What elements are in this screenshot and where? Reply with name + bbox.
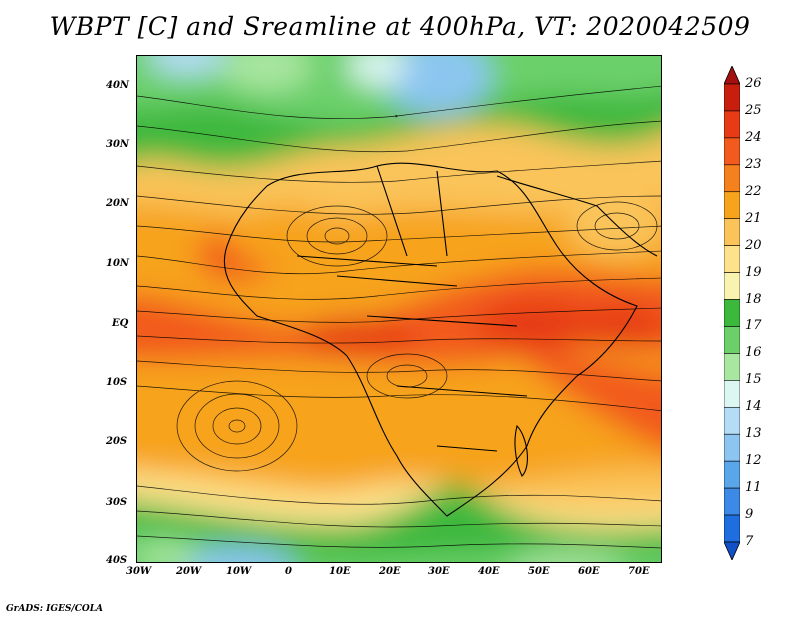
coastlines (223, 162, 658, 517)
colorbar-label: 25 (745, 102, 762, 118)
map-panel[interactable] (136, 55, 662, 563)
colorbar-swatch (724, 433, 740, 462)
colorbar-swatch (724, 514, 740, 543)
colorbar-label: 24 (745, 129, 762, 145)
lon-tick-40e: 40E (478, 566, 500, 577)
temperature-field (137, 56, 661, 562)
colorbar-label: 21 (745, 210, 762, 226)
lat-tick-20n: 20N (106, 198, 130, 209)
colorbar-label: 20 (745, 237, 762, 253)
colorbar-swatch (724, 137, 740, 166)
lat-tick-30n: 30N (106, 139, 130, 150)
lon-tick-50e: 50E (528, 566, 550, 577)
colorbar-label: 19 (745, 264, 762, 280)
colorbar-swatch (724, 191, 740, 220)
colorbar-swatch (724, 110, 740, 139)
lat-tick-40n: 40N (106, 80, 130, 91)
colorbar-swatch (724, 272, 740, 300)
colorbar-label: 23 (745, 156, 762, 172)
lon-tick-20w: 20W (176, 566, 202, 577)
lat-tick-eq: EQ (112, 318, 129, 329)
colorbar-swatch (724, 83, 740, 112)
streamlines (137, 85, 661, 549)
colorbar-label: 12 (745, 453, 762, 469)
colorbar-label: 18 (745, 291, 762, 307)
colorbar-label: 26 (745, 76, 762, 91)
chart-title: WBPT [C] and Sreamline at 400hPa, VT: 20… (49, 12, 751, 41)
colorbar-label: 16 (745, 345, 762, 361)
colorbar-swatch (724, 299, 740, 327)
colorbar-label: 11 (745, 480, 762, 496)
lat-tick-30s: 30S (106, 497, 128, 508)
colorbar-swatch (724, 487, 740, 516)
colorbar-label: 7 (745, 534, 754, 549)
colorbar-swatch (724, 353, 740, 381)
colorbar-swatch (724, 460, 740, 489)
colorbar-label: 15 (745, 372, 762, 388)
colorbar-label: 13 (745, 426, 762, 442)
lon-tick-0: 0 (285, 566, 292, 577)
lon-tick-10e: 10E (329, 566, 351, 577)
lon-tick-10w: 10W (226, 566, 252, 577)
lon-tick-30w: 30W (126, 566, 152, 577)
lat-tick-40s: 40S (106, 555, 128, 566)
colorbar-label: 9 (745, 507, 754, 523)
map-field (137, 56, 661, 562)
lat-tick-20s: 20S (106, 436, 128, 447)
colorbar-top-arrow (724, 66, 740, 85)
colorbar-swatch (724, 218, 740, 246)
lon-tick-20e: 20E (379, 566, 401, 577)
lat-tick-10n: 10N (106, 258, 130, 269)
colorbar-swatch (724, 164, 740, 193)
colorbar-bottom-arrow (724, 541, 740, 560)
colorbar-swatch (724, 326, 740, 354)
lat-tick-10s: 10S (106, 377, 128, 388)
colorbar-label: 17 (745, 318, 762, 334)
credit-text: GrADS: IGES/COLA (6, 604, 104, 614)
lon-tick-70e: 70E (628, 566, 650, 577)
lon-tick-30e: 30E (428, 566, 450, 577)
lon-tick-60e: 60E (578, 566, 600, 577)
colorbar-label: 14 (745, 399, 762, 415)
colorbar-label: 22 (745, 183, 762, 199)
colorbar (724, 66, 740, 560)
colorbar-swatch (724, 380, 740, 408)
colorbar-swatch (724, 245, 740, 273)
colorbar-swatch (724, 406, 740, 435)
